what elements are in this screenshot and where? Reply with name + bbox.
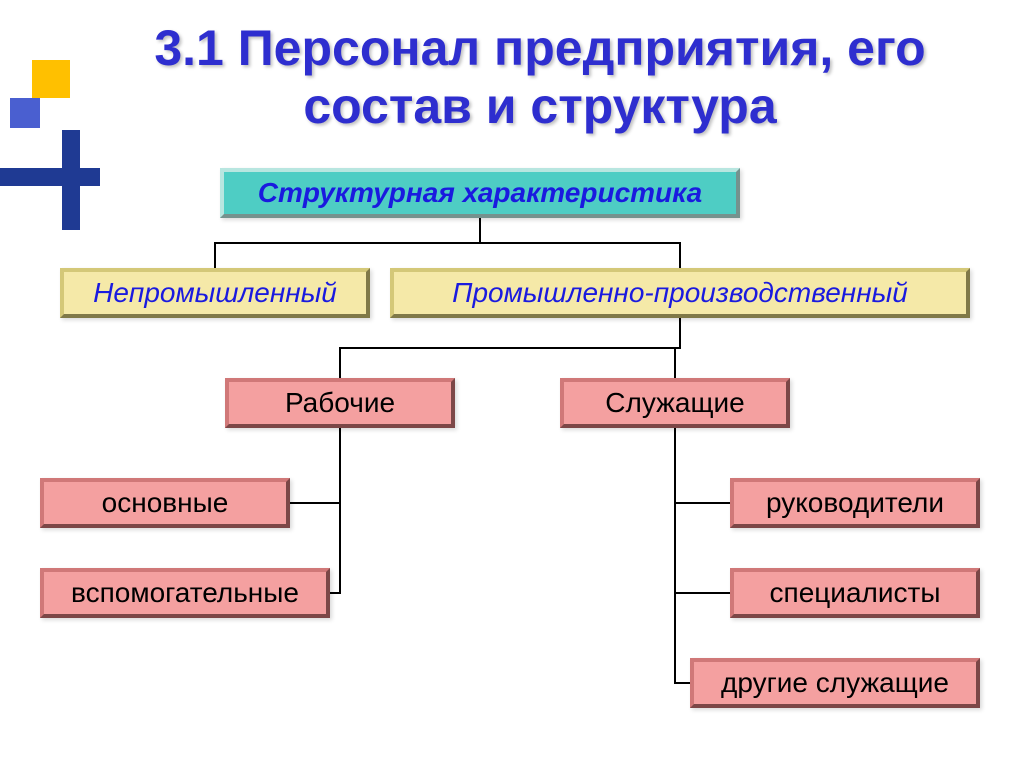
node-specialists: специалисты xyxy=(730,568,980,618)
node-root: Структурная характеристика xyxy=(220,168,740,218)
decorative-squares xyxy=(0,60,100,200)
deco-square-blue xyxy=(10,98,40,128)
node-ind: Промышленно-производственный xyxy=(390,268,970,318)
page-title: 3.1 Персонал предприятия, его состав и с… xyxy=(90,20,990,135)
deco-square-yellow xyxy=(32,60,70,98)
node-aux: вспомогательные xyxy=(40,568,330,618)
node-others: другие служащие xyxy=(690,658,980,708)
node-nonind: Непромышленный xyxy=(60,268,370,318)
deco-bar-horizontal xyxy=(0,168,100,186)
node-employees: Служащие xyxy=(560,378,790,428)
node-workers: Рабочие xyxy=(225,378,455,428)
node-main: основные xyxy=(40,478,290,528)
node-managers: руководители xyxy=(730,478,980,528)
